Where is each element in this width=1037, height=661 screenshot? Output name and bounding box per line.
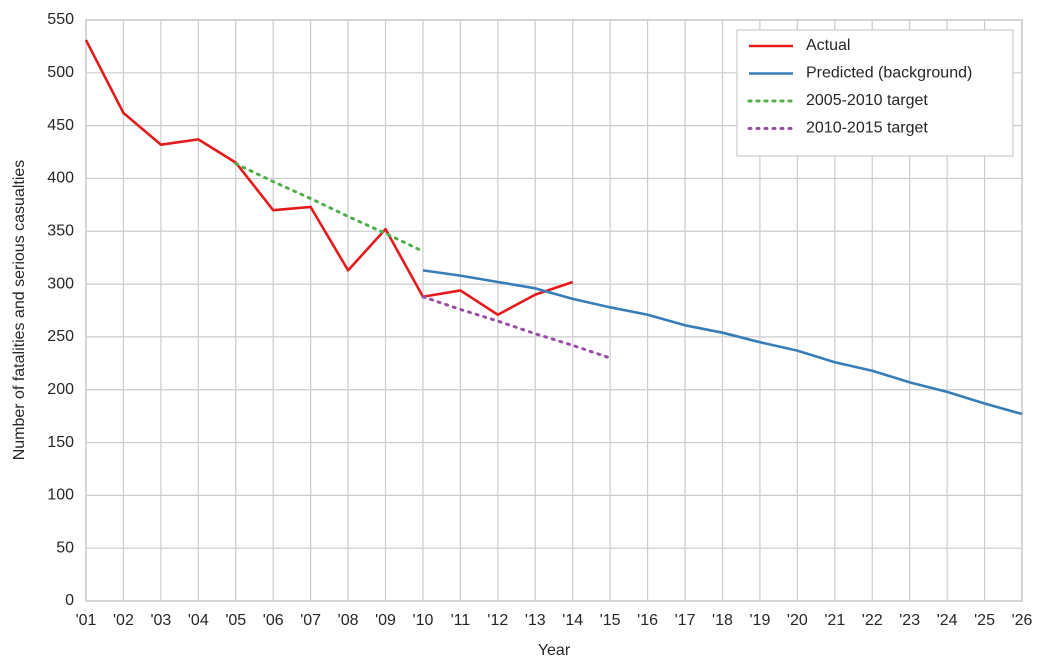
grid (85, 19, 1023, 602)
series-line (422, 269, 1023, 416)
x-tick-label: '18 (712, 612, 733, 629)
y-tick-label: 200 (47, 381, 74, 398)
x-tick-label: '02 (113, 612, 134, 629)
y-tick-label: 100 (47, 487, 74, 504)
y-tick-label: 50 (56, 539, 74, 556)
x-tick-label: '17 (675, 612, 696, 629)
series-line (84, 39, 574, 317)
legend-label: 2010-2015 target (806, 120, 928, 137)
legend-label: 2005-2010 target (806, 92, 928, 109)
x-tick-label: '09 (375, 612, 396, 629)
x-tick-label: '01 (76, 612, 97, 629)
x-tick-label: '08 (338, 612, 359, 629)
x-tick-label: '03 (150, 612, 171, 629)
x-tick-label: '06 (263, 612, 284, 629)
x-tick-label: '25 (974, 612, 995, 629)
x-tick-label: '04 (188, 612, 209, 629)
x-tick-label: '21 (824, 612, 845, 629)
y-tick-label: 350 (47, 222, 74, 239)
y-tick-label: 450 (47, 117, 74, 134)
x-tick-label: '07 (300, 612, 321, 629)
legend-box (736, 29, 1014, 157)
x-tick-label: '12 (487, 612, 508, 629)
x-tick-label: '16 (637, 612, 658, 629)
x-tick-label: '05 (225, 612, 246, 629)
x-tick-label: '14 (562, 612, 583, 629)
x-tick-label: '15 (600, 612, 621, 629)
series-line (234, 162, 425, 253)
legend-label: Actual (806, 37, 850, 54)
y-tick-label: 400 (47, 170, 74, 187)
series-line (421, 295, 612, 360)
x-tick-label: '24 (937, 612, 958, 629)
y-tick-label: 0 (65, 592, 74, 609)
y-axis-label: Number of fatalities and serious casualt… (11, 160, 28, 461)
legend-label: Predicted (background) (806, 65, 972, 82)
x-tick-label: '10 (413, 612, 434, 629)
x-tick-label: '20 (787, 612, 808, 629)
x-tick-label: '26 (1012, 612, 1033, 629)
y-tick-label: 500 (47, 64, 74, 81)
x-tick-label: '13 (525, 612, 546, 629)
x-tick-label: '19 (749, 612, 770, 629)
y-tick-label: 150 (47, 434, 74, 451)
y-tick-label: 250 (47, 328, 74, 345)
x-axis-label: Year (538, 642, 571, 659)
x-tick-label: '23 (899, 612, 920, 629)
x-tick-label: '22 (862, 612, 883, 629)
x-tick-label: '11 (451, 612, 471, 629)
y-tick-label: 550 (47, 11, 74, 28)
legend: Actual Predicted (background) 2005-2010 ta… (736, 29, 1014, 157)
y-tick-label: 300 (47, 275, 74, 292)
